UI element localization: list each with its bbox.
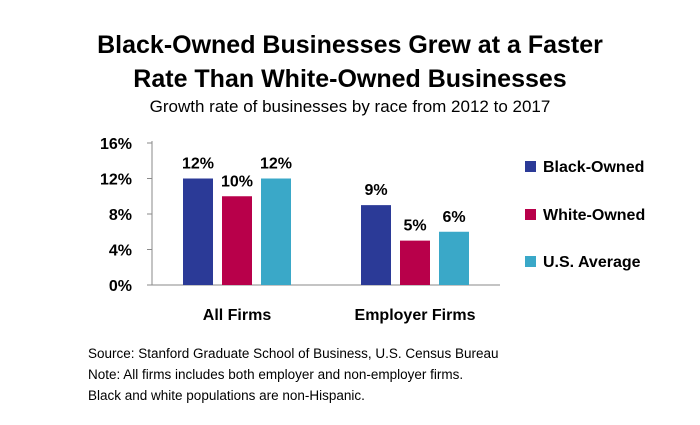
y-tick-label: 0% <box>109 278 132 295</box>
bar <box>400 240 430 285</box>
y-tick-label: 16% <box>100 136 132 153</box>
legend-swatch <box>525 256 536 267</box>
x-category-label: All Firms <box>203 307 272 324</box>
y-tick-label: 8% <box>109 207 132 224</box>
bar-value-label: 10% <box>221 173 253 190</box>
bar-value-label: 6% <box>442 209 465 226</box>
bar <box>261 178 291 285</box>
y-tick-label: 4% <box>109 243 132 260</box>
bar <box>361 205 391 285</box>
source-note: Source: Stanford Graduate School of Busi… <box>88 346 499 361</box>
bar-value-label: 12% <box>182 156 214 173</box>
bar-value-label: 5% <box>403 218 426 235</box>
bar-value-label: 12% <box>260 156 292 173</box>
chart-subtitle: Growth rate of businesses by race from 2… <box>149 97 551 116</box>
chart-title: Black-Owned Businesses Grew at a Faster … <box>0 28 700 96</box>
bar <box>183 178 213 285</box>
legend-label: U.S. Average <box>543 254 641 271</box>
legend-label: Black-Owned <box>543 159 644 176</box>
chart-notes: Source: Stanford Graduate School of Busi… <box>88 343 498 406</box>
firms-note: Note: All firms includes both employer a… <box>88 367 464 382</box>
bar <box>222 196 252 285</box>
x-category-label: Employer Firms <box>355 307 476 324</box>
bar-value-label: 9% <box>364 182 387 199</box>
legend-swatch <box>525 161 536 172</box>
chart-title-line-2: Rate Than White-Owned Businesses <box>133 65 567 93</box>
bar <box>439 231 469 285</box>
population-note: Black and white populations are non-Hisp… <box>88 388 365 403</box>
chart-title-line-1: Black-Owned Businesses Grew at a Faster <box>97 31 603 59</box>
bar-chart: 0% 4% 8% 12% 16% 12% 9% 10% 5% 12% 6% All Firms Empl… <box>100 136 645 324</box>
y-tick-label: 12% <box>100 172 132 189</box>
legend-swatch <box>525 209 536 220</box>
legend-label: White-Owned <box>543 207 645 224</box>
